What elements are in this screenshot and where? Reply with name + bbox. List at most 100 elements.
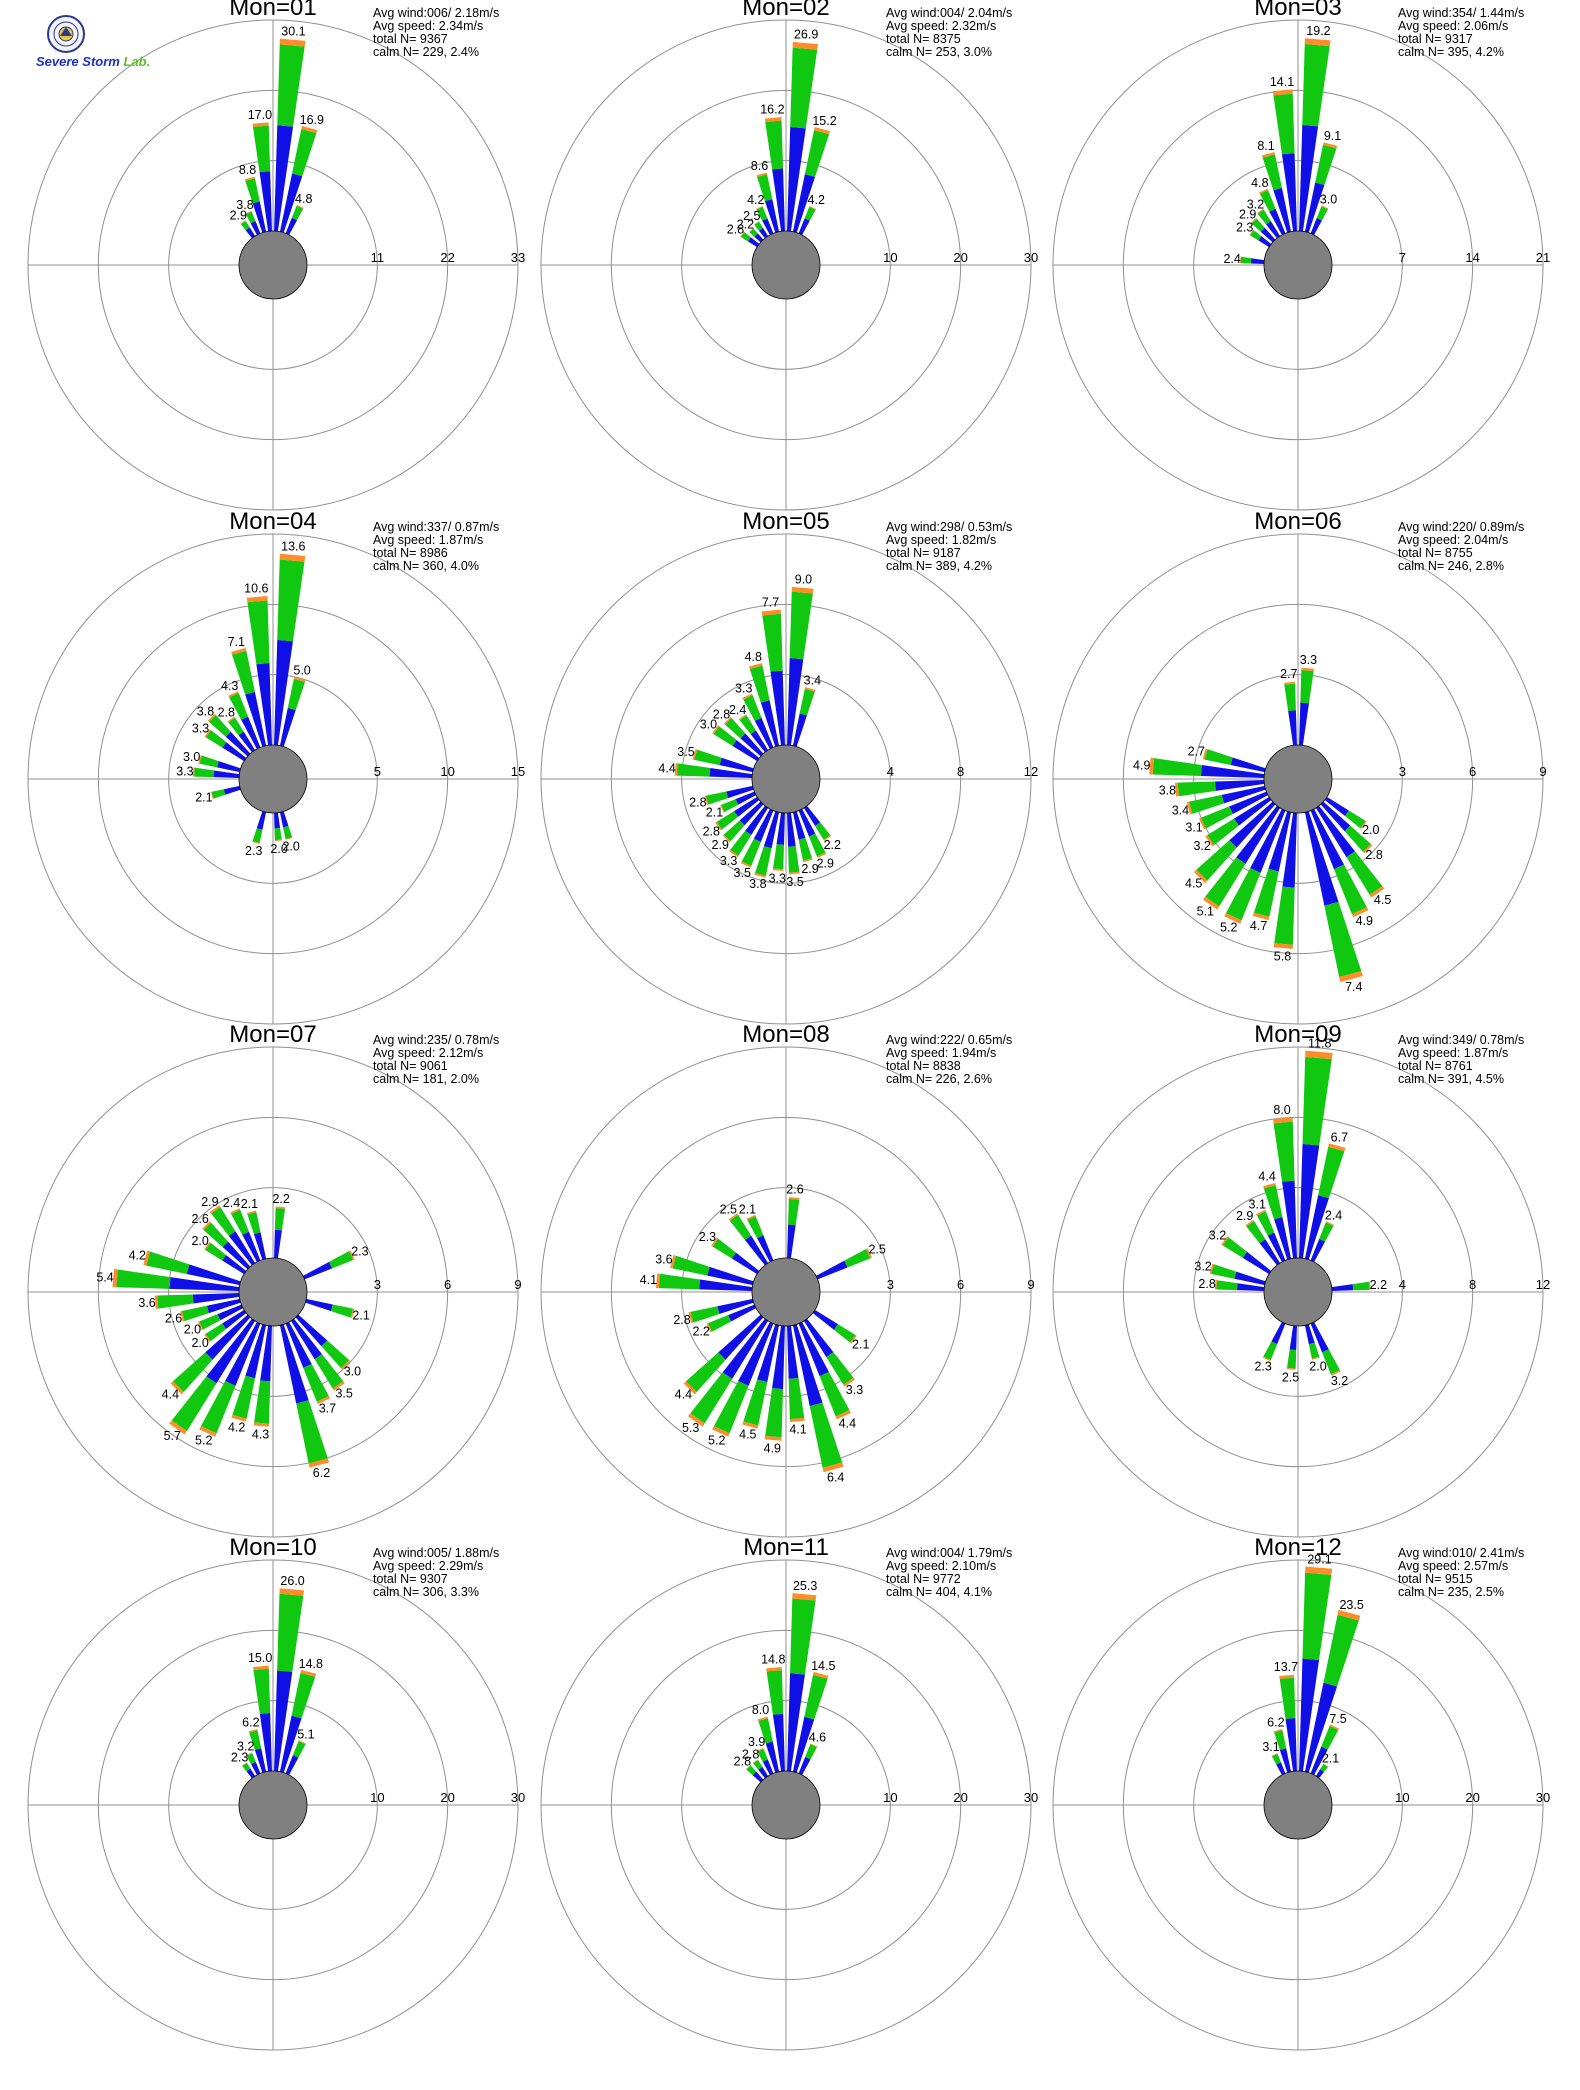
bar-segment-low <box>754 717 774 750</box>
range-ring <box>1052 19 1544 511</box>
bar-segment-mid <box>1273 1121 1295 1182</box>
bar-segment-low <box>238 731 256 753</box>
bar-segment-high <box>1259 188 1269 194</box>
ring-label: 4 <box>1399 1277 1406 1292</box>
bar-segment-high <box>1337 1609 1361 1621</box>
bar-segment-high <box>1198 817 1206 830</box>
panel-title: Mon=04 <box>229 508 316 535</box>
bar-value-label: 4.5 <box>1185 876 1202 890</box>
bar-segment-high <box>1301 667 1314 672</box>
stat-line: total N= 8375 <box>886 32 961 46</box>
bar-segment-high <box>822 1462 844 1473</box>
bar-segment-mid <box>1263 1341 1278 1361</box>
bar-segment-mid <box>833 1324 856 1343</box>
stat-line: Avg wind:220/ 0.89m/s <box>1398 520 1524 534</box>
bar-segment-mid <box>756 206 768 221</box>
bar-segment-high <box>704 795 709 806</box>
bar-segment-high <box>723 716 732 725</box>
bar-value-label: 13.6 <box>281 540 305 554</box>
range-ring <box>540 1046 1032 1538</box>
bar-segment-low <box>1281 153 1297 232</box>
bar-segment-low <box>285 217 298 236</box>
bar-segment-high <box>1221 1236 1229 1246</box>
calm-disc <box>751 744 821 814</box>
bar-segment-mid <box>739 715 756 735</box>
bar-segment-low <box>1276 1762 1286 1776</box>
bar-segment-high <box>688 1311 694 1324</box>
bar-segment-high <box>740 231 745 238</box>
bar-segment-high <box>1339 971 1363 983</box>
bar-segment-high <box>341 1360 351 1370</box>
bar-segment-high <box>316 1396 331 1405</box>
bar-segment-mid <box>755 846 772 876</box>
wind-rose-panel: Mon=12 10 20 30 29.1 23.5 13.7 7.5 6.2 3.1 2.1 Avg … <box>1052 1534 1550 2051</box>
bar-segment-mid <box>1257 209 1271 225</box>
range-ring <box>540 533 1032 1025</box>
calm-disc <box>751 230 821 300</box>
bar-value-label: 6.4 <box>827 1471 844 1485</box>
bar-segment-mid <box>146 1251 190 1275</box>
bar-value-label: 2.8 <box>1198 1277 1215 1291</box>
bar-segment-low <box>798 218 810 236</box>
bar-segment-low <box>754 233 764 243</box>
bar-value-label: 2.4 <box>729 703 746 717</box>
panel-title: Mon=09 <box>1254 1021 1341 1048</box>
bar-segment-high <box>1257 208 1264 214</box>
bar-segment-high <box>301 125 318 134</box>
bar-segment-high <box>169 1420 187 1435</box>
bar-value-label: 2.1 <box>852 1337 869 1351</box>
range-ring <box>1122 1629 1474 1981</box>
bar-value-label: 7.5 <box>1329 1712 1346 1726</box>
bar-value-label: 7.7 <box>762 595 779 609</box>
bar-segment-mid <box>1256 1211 1275 1236</box>
ring-label: 14 <box>1465 250 1479 265</box>
bar-segment-mid <box>1216 1280 1238 1291</box>
bar-segment-low <box>726 785 754 799</box>
bar-segment-low <box>1299 1143 1320 1259</box>
bar-segment-mid <box>677 763 711 777</box>
bar-segment-mid <box>277 44 305 127</box>
wind-rose-panel: Mon=083 6 92.62.12.52.33.64.12.82.24.45.35… <box>540 1021 1035 1538</box>
bar-segment-low <box>253 1232 267 1260</box>
bar-segment-high <box>706 1323 712 1333</box>
range-ring <box>681 1700 891 1910</box>
bar-segment-mid <box>249 1730 262 1750</box>
bar-value-label: 5.2 <box>195 1434 212 1448</box>
bar-segment-high <box>231 1414 247 1422</box>
bar-segment-low <box>302 1261 333 1280</box>
bar-segment-mid <box>277 559 305 642</box>
bar-value-label: 4.9 <box>764 1441 781 1455</box>
stat-line: total N= 9772 <box>886 1572 961 1586</box>
bar-segment-mid <box>762 613 783 672</box>
bar-value-label: 6.2 <box>242 1715 259 1729</box>
bar-segment-mid <box>245 178 260 204</box>
bar-segment-high <box>1272 89 1293 96</box>
range-ring <box>27 1559 519 2051</box>
bar-segment-mid <box>1274 1730 1287 1750</box>
bar-segment-low <box>245 227 256 239</box>
stat-line: calm N= 404, 4.1% <box>886 1585 992 1599</box>
ring-label: 3 <box>887 1277 894 1292</box>
stat-line: total N= 9317 <box>1398 32 1473 46</box>
bar-segment-low <box>295 1314 328 1347</box>
bar-segment-low <box>1324 796 1349 817</box>
bar-segment-mid <box>1222 1237 1247 1258</box>
bar-segment-low <box>274 639 293 746</box>
bar-segment-high <box>1249 229 1254 236</box>
bar-segment-high <box>198 755 202 764</box>
bar-segment-high <box>1209 1263 1214 1274</box>
bar-segment-low <box>1299 124 1319 232</box>
bar-segment-mid <box>247 600 270 665</box>
range-ring <box>27 533 519 1025</box>
bar-segment-low <box>699 1279 753 1291</box>
ring-label: 8 <box>1469 1277 1476 1292</box>
bar-segment-low <box>254 1748 267 1773</box>
bar-value-label: 2.3 <box>1236 221 1253 235</box>
bar-segment-mid <box>1346 851 1383 895</box>
bar-segment-high <box>764 1435 782 1441</box>
calm-disc <box>238 1770 308 1840</box>
bar-segment-high <box>199 1426 217 1437</box>
bar-segment-mid <box>277 1593 304 1672</box>
bar-segment-low <box>1200 765 1265 778</box>
bar-segment-high <box>761 609 781 616</box>
